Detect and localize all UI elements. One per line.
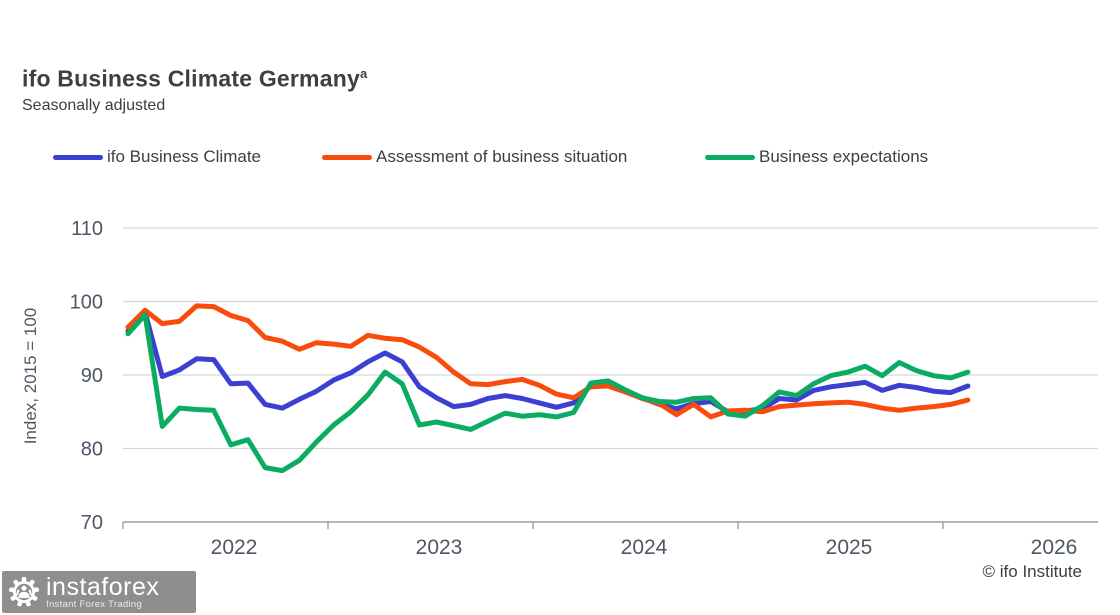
- chart-title-superscript: a: [359, 66, 368, 81]
- y-tick-label: 80: [81, 439, 103, 461]
- instaforex-logo: instaforex Instant Forex Trading: [2, 571, 196, 613]
- x-tick-label: 2022: [211, 536, 258, 559]
- gear-person-icon: [9, 577, 39, 607]
- legend-swatch-business-climate: [53, 154, 103, 160]
- y-tick-label: 70: [81, 512, 103, 534]
- y-tick-label: 100: [70, 292, 103, 314]
- x-tick-label: 2025: [826, 536, 873, 559]
- legend: ifo Business Climate Assessment of busin…: [0, 145, 1120, 169]
- legend-swatch-business-expectations: [705, 154, 755, 160]
- legend-swatch-business-situation: [322, 154, 372, 160]
- logo-tagline: Instant Forex Trading: [46, 598, 143, 610]
- y-tick-label: 90: [81, 365, 103, 387]
- series-line-assessment-of-business-situation: [125, 303, 971, 420]
- chart-title-text: ifo Business Climate Germany: [22, 65, 360, 92]
- logo-text: instaforex Instant Forex Trading: [46, 572, 160, 610]
- x-tick-label: 2024: [621, 536, 668, 559]
- series-line-business-expectations: [125, 312, 971, 474]
- logo-brand: instaforex: [46, 572, 160, 601]
- legend-label: ifo Business Climate: [107, 147, 262, 166]
- x-tick-label: 2026: [1031, 536, 1078, 559]
- legend-item-business-expectations: Business expectations: [705, 145, 928, 169]
- legend-label: Assessment of business situation: [376, 147, 628, 166]
- y-tick-label: 110: [71, 218, 103, 240]
- chart-title: ifo Business Climate Germanya: [22, 60, 367, 93]
- x-tick-label: 2023: [416, 536, 463, 559]
- legend-item-business-situation: Assessment of business situation: [322, 145, 627, 169]
- chart-subtitle: Seasonally adjusted: [22, 96, 166, 114]
- legend-label: Business expectations: [759, 147, 929, 166]
- source-credit: © ifo Institute: [982, 562, 1082, 581]
- legend-item-business-climate: ifo Business Climate: [53, 145, 261, 169]
- series-line-ifo-business-climate: [125, 310, 971, 415]
- title-block: ifo Business Climate Germanya Seasonally…: [22, 60, 367, 116]
